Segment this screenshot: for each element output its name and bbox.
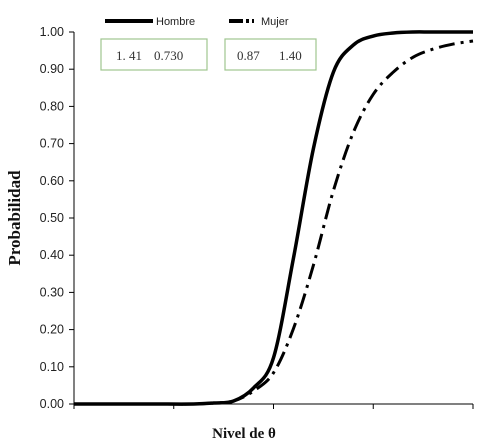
series-layer [73,30,474,406]
y-tick-label: 0.80 [40,99,64,113]
y-axis-title: Probabilidad [5,170,24,266]
y-tick-label: 0.70 [40,137,64,151]
legend-entry-hombre: Hombre [105,16,195,28]
y-tick-label: 0.60 [40,174,64,188]
param-box-mujer-frame [224,38,317,71]
y-tick-label: 0.30 [40,285,64,299]
param-hombre-a: 1. 41 [116,48,142,63]
param-box-hombre: 1. 41 0.730 [100,38,208,71]
param-box-hombre-frame [100,38,208,71]
legend-label-hombre: Hombre [156,16,195,28]
legend-label-mujer: Mujer [261,16,289,28]
param-mujer-b: 1.40 [279,48,302,63]
y-tick-label: 0.90 [40,62,64,76]
series-line-hombre [73,30,473,406]
legend: Hombre Mujer [105,16,289,28]
y-tick-label: 0.50 [40,211,64,225]
y-tick-label: 0.20 [40,323,64,337]
legend-entry-mujer: Mujer [229,16,289,28]
x-axis-title: Nivel de θ [212,426,276,442]
series-line-mujer [73,39,474,406]
y-tick-label: 0.40 [40,248,64,262]
y-tick-label: 0.10 [40,360,64,374]
param-mujer-a: 0.87 [237,48,260,63]
param-hombre-b: 0.730 [154,48,183,63]
y-tick-label: 0.00 [40,397,64,411]
y-axis-ticks: 0.00 0.10 0.20 0.30 0.40 0.50 0.60 0.70 0.80 0.90… [40,25,74,411]
param-box-mujer: 0.87 1.40 [224,38,317,71]
y-tick-label: 1.00 [40,25,64,39]
